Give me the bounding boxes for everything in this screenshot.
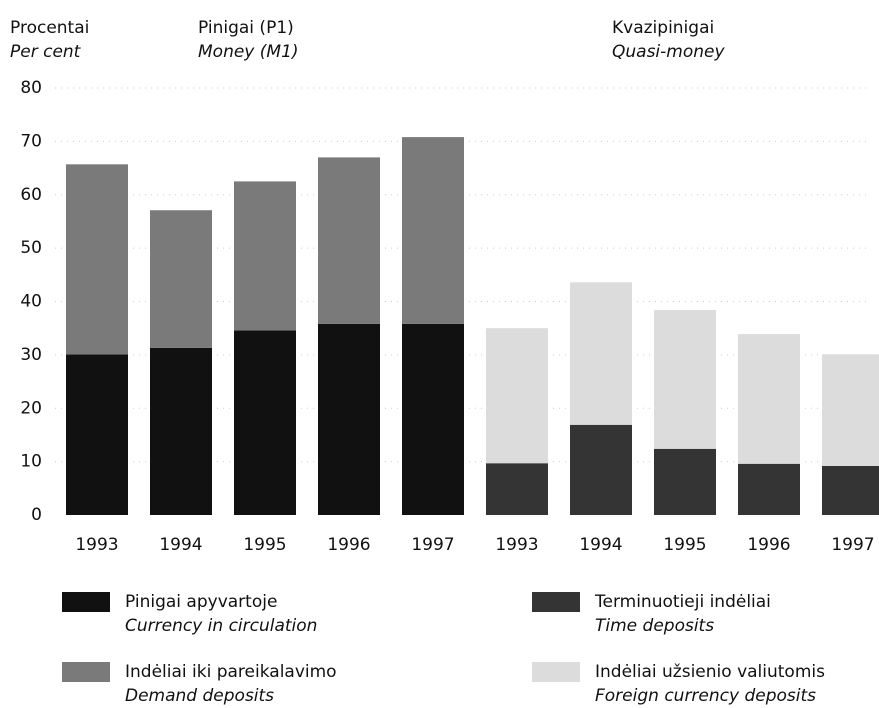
legend-label: Pinigai apyvartoje — [125, 592, 277, 612]
legend-swatch — [532, 592, 580, 612]
bar-segment — [570, 424, 632, 515]
bar-segment — [66, 354, 128, 515]
bar-segment — [654, 448, 716, 515]
x-tick-label: 1997 — [411, 535, 454, 555]
bar-segment — [234, 181, 296, 331]
bar-segment — [150, 347, 212, 515]
y-tick-label: 10 — [20, 452, 42, 472]
bar-segment — [822, 354, 879, 466]
y-tick-label: 20 — [20, 398, 42, 418]
legend-swatch — [532, 662, 580, 682]
x-tick-label: 1995 — [663, 535, 706, 555]
y-tick-label: 30 — [20, 345, 42, 365]
y-tick-label: 50 — [20, 238, 42, 258]
x-tick-label: 1996 — [747, 535, 790, 555]
legend-label-en: Foreign currency deposits — [595, 686, 816, 706]
x-tick-label: 1996 — [327, 535, 370, 555]
y-axis-label: Procentai — [10, 18, 89, 38]
bar-segment — [570, 282, 632, 425]
x-tick-label: 1993 — [75, 535, 118, 555]
bar-segment — [738, 334, 800, 464]
bar-segment — [822, 465, 879, 515]
bar-segment — [318, 157, 380, 324]
bar-segment — [402, 323, 464, 515]
y-tick-label: 40 — [20, 292, 42, 312]
y-tick-label: 70 — [20, 131, 42, 151]
bar-segment — [66, 164, 128, 355]
legend-swatch — [62, 592, 110, 612]
bar-segment — [234, 330, 296, 515]
legend-label: Terminuotieji indėliai — [594, 592, 771, 612]
x-tick-label: 1995 — [243, 535, 286, 555]
bar-segment — [486, 463, 548, 515]
group-label: Pinigai (P1) — [198, 18, 294, 38]
x-tick-label: 1997 — [831, 535, 874, 555]
bar-segment — [318, 323, 380, 515]
legend-label-en: Currency in circulation — [125, 616, 317, 636]
y-axis-label-en: Per cent — [10, 42, 82, 62]
y-tick-label: 80 — [20, 78, 42, 98]
group-label-en: Quasi-money — [612, 42, 725, 62]
bar-segment — [486, 328, 548, 464]
y-tick-label: 60 — [20, 185, 42, 205]
y-tick-label: 0 — [31, 505, 42, 525]
group-label: Kvazipinigai — [612, 18, 714, 38]
legend-label: Indėliai iki pareikalavimo — [125, 662, 337, 682]
bar-segment — [738, 463, 800, 515]
x-tick-label: 1994 — [159, 535, 202, 555]
bar-segment — [654, 310, 716, 449]
legend-label-en: Time deposits — [595, 616, 714, 636]
group-label-en: Money (M1) — [198, 42, 299, 62]
legend-label-en: Demand deposits — [125, 686, 274, 706]
x-tick-label: 1993 — [495, 535, 538, 555]
bar-segment — [150, 210, 212, 348]
legend-swatch — [62, 662, 110, 682]
bar-segment — [402, 137, 464, 324]
x-tick-label: 1994 — [579, 535, 622, 555]
legend-label: Indėliai užsienio valiutomis — [595, 662, 825, 682]
